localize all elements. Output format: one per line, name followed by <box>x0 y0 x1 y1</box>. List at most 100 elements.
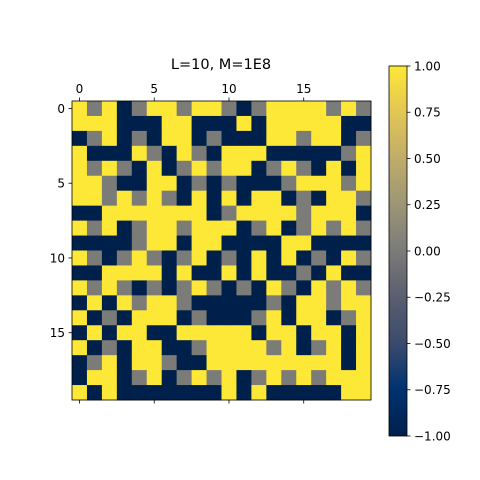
heatmap-cell <box>162 325 177 340</box>
heatmap-cell <box>162 236 177 251</box>
heatmap-cell <box>72 131 87 146</box>
heatmap-cell <box>207 325 222 340</box>
heatmap-cell <box>326 116 341 131</box>
heatmap-cell <box>311 101 326 116</box>
heatmap-cell <box>192 280 207 295</box>
heatmap-cell <box>326 191 341 206</box>
heatmap-cell <box>311 176 326 191</box>
heatmap-cell <box>251 370 266 385</box>
heatmap-cell <box>326 101 341 116</box>
heatmap-cell <box>341 310 356 325</box>
heatmap-cell <box>72 370 87 385</box>
heatmap-cell <box>192 385 207 400</box>
heatmap-cell <box>251 340 266 355</box>
heatmap-cell <box>132 236 147 251</box>
heatmap-cell <box>192 370 207 385</box>
heatmap-cell <box>72 176 87 191</box>
heatmap-cell <box>356 340 371 355</box>
heatmap-cell <box>102 131 117 146</box>
heatmap-cell <box>162 221 177 236</box>
heatmap-cell <box>222 295 237 310</box>
heatmap-cell <box>341 385 356 400</box>
heatmap-cell <box>296 370 311 385</box>
heatmap-cell <box>102 355 117 370</box>
colorbar-tick-label: −1.00 <box>414 429 451 443</box>
heatmap-cell <box>177 251 192 266</box>
heatmap-cell <box>87 116 102 131</box>
heatmap-cell <box>311 325 326 340</box>
heatmap-cell <box>266 206 281 221</box>
colorbar-tick-label: 0.00 <box>414 244 441 258</box>
heatmap-cell <box>147 146 162 161</box>
heatmap-cell <box>266 251 281 266</box>
y-tick-label: 15 <box>50 326 65 340</box>
heatmap-cell <box>311 206 326 221</box>
heatmap-cell <box>281 191 296 206</box>
heatmap-cell <box>251 116 266 131</box>
heatmap-cell <box>177 310 192 325</box>
heatmap-cell <box>162 310 177 325</box>
heatmap-cell <box>326 295 341 310</box>
heatmap-cell <box>162 340 177 355</box>
heatmap-cell <box>311 116 326 131</box>
heatmap-cell <box>162 146 177 161</box>
heatmap-cell <box>207 221 222 236</box>
heatmap-cell <box>251 176 266 191</box>
heatmap-cell <box>341 146 356 161</box>
heatmap-cell <box>266 146 281 161</box>
heatmap-cell <box>162 116 177 131</box>
heatmap-cell <box>117 265 132 280</box>
heatmap-cell <box>222 206 237 221</box>
heatmap-cell <box>117 131 132 146</box>
heatmap-cell <box>311 310 326 325</box>
heatmap-cell <box>311 251 326 266</box>
heatmap-cell <box>147 310 162 325</box>
heatmap-cell <box>222 116 237 131</box>
heatmap-cell <box>326 355 341 370</box>
heatmap-cell <box>72 265 87 280</box>
x-tick-label: 5 <box>150 82 158 96</box>
heatmap-cell <box>311 161 326 176</box>
colorbar-tick-label: 1.00 <box>414 59 441 73</box>
heatmap-cell <box>132 265 147 280</box>
heatmap-cell <box>236 191 251 206</box>
heatmap-cell <box>222 325 237 340</box>
heatmap-cell <box>117 251 132 266</box>
heatmap-cell <box>192 310 207 325</box>
heatmap-cell <box>356 355 371 370</box>
heatmap-cell <box>266 131 281 146</box>
heatmap-cell <box>266 325 281 340</box>
heatmap-cell <box>266 221 281 236</box>
heatmap-cell <box>102 161 117 176</box>
heatmap-cell <box>251 221 266 236</box>
heatmap-cell <box>162 251 177 266</box>
heatmap-cell <box>132 325 147 340</box>
heatmap-cell <box>102 295 117 310</box>
heatmap-cell <box>117 280 132 295</box>
heatmap-cell <box>341 236 356 251</box>
heatmap-cell <box>87 176 102 191</box>
heatmap-cell <box>236 221 251 236</box>
heatmap-cell <box>117 191 132 206</box>
heatmap-cell <box>356 265 371 280</box>
heatmap-cell <box>177 370 192 385</box>
heatmap-cell <box>192 101 207 116</box>
heatmap-cell <box>162 206 177 221</box>
heatmap-cell <box>117 101 132 116</box>
heatmap-cell <box>102 340 117 355</box>
heatmap-cell <box>236 325 251 340</box>
heatmap-cell <box>341 116 356 131</box>
heatmap-cell <box>132 370 147 385</box>
heatmap-cell <box>296 295 311 310</box>
heatmap-cell <box>147 295 162 310</box>
heatmap-cell <box>222 131 237 146</box>
heatmap-cell <box>222 221 237 236</box>
heatmap-cell <box>162 265 177 280</box>
heatmap-cell <box>356 310 371 325</box>
heatmap-cell <box>296 161 311 176</box>
heatmap-cell <box>222 101 237 116</box>
heatmap-cell <box>251 191 266 206</box>
heatmap-cell <box>236 385 251 400</box>
heatmap-cell <box>311 265 326 280</box>
heatmap-cell <box>356 161 371 176</box>
